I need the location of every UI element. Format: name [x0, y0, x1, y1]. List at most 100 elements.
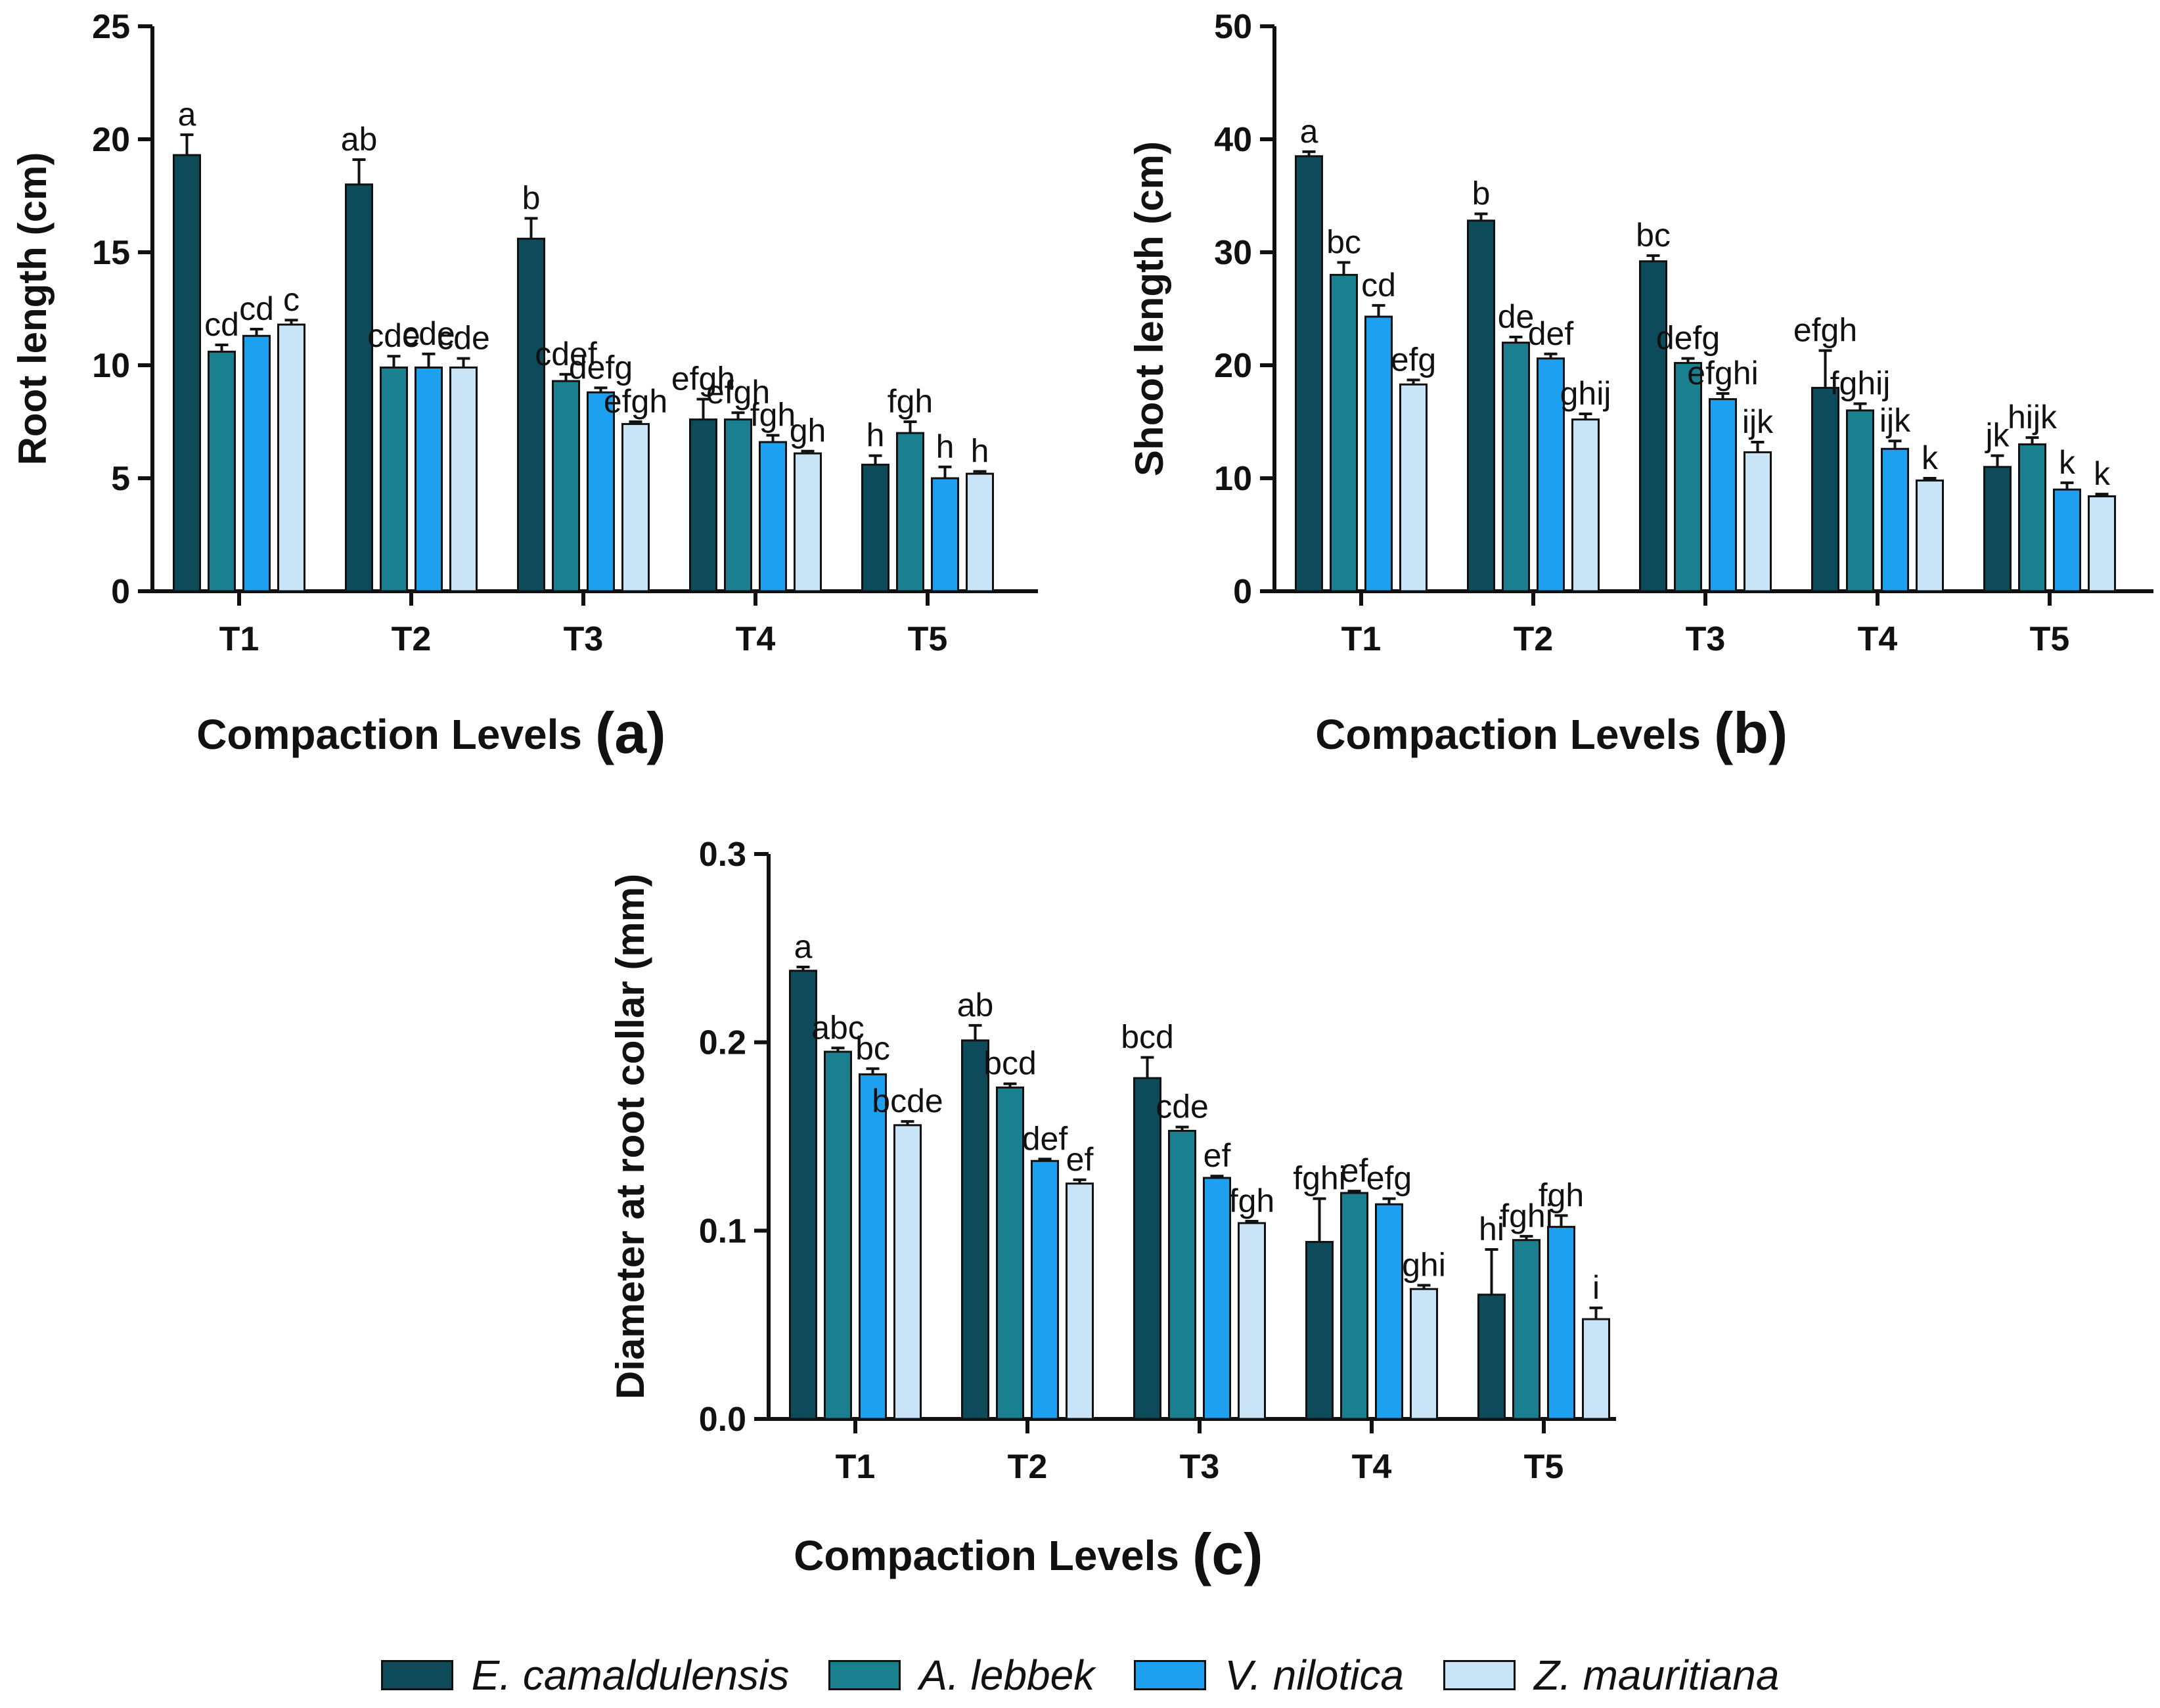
y-tick-label: 0.2: [699, 1024, 746, 1062]
bar-z-mauritiana-t2: [449, 366, 478, 593]
bar-e-camaldulensis-t4: [1811, 386, 1839, 593]
bar-e-camaldulensis-t5: [861, 463, 889, 593]
significance-letter-a-lebbek-t4: fghij: [1830, 365, 1891, 401]
bar-a-lebbek-t5: [896, 432, 924, 593]
significance-letter-e-camaldulensis-t5: hi: [1479, 1211, 1504, 1247]
significance-letter-v-nilotica-t4: ijk: [1879, 402, 1911, 439]
bar-v-nilotica-t2: [415, 366, 443, 593]
bar-a-lebbek-t4: [724, 418, 752, 593]
significance-letter-z-mauritiana-t4: gh: [790, 413, 826, 449]
bar-e-camaldulensis-t1: [173, 154, 201, 593]
bar-e-camaldulensis-t3: [517, 237, 545, 593]
legend-label-a-lebbek: A. lebbek: [919, 1652, 1095, 1699]
significance-letter-a-lebbek-t5: hijk: [2008, 399, 2058, 436]
significance-letter-z-mauritiana-t3: fgh: [1229, 1182, 1275, 1219]
significance-letter-v-nilotica-t5: fgh: [1539, 1177, 1585, 1213]
significance-letter-v-nilotica-t2: cde: [402, 315, 455, 352]
bar-v-nilotica-t4: [759, 441, 787, 593]
bar-z-mauritiana-t3: [621, 422, 650, 593]
significance-letter-z-mauritiana-t2: ghij: [1560, 375, 1611, 412]
significance-letter-v-nilotica-t3: defg: [569, 349, 633, 386]
significance-letter-v-nilotica-t1: cd: [1361, 267, 1396, 303]
bar-z-mauritiana-t5: [2088, 495, 2116, 593]
bar-z-mauritiana-t5: [966, 472, 994, 593]
bar-z-mauritiana-t5: [1582, 1318, 1610, 1420]
bar-a-lebbek-t2: [996, 1086, 1024, 1420]
significance-letter-z-mauritiana-t4: k: [1922, 439, 1939, 476]
legend-swatch-a-lebbek: [828, 1660, 901, 1690]
y-axis-label: Shoot length (cm): [1127, 141, 1171, 476]
x-tick-label-t5: T5: [1524, 1448, 1564, 1486]
significance-letter-z-mauritiana-t5: i: [1592, 1269, 1600, 1306]
y-tick-label: 0: [111, 573, 130, 611]
chart-c-svg: 0.0 0.1 0.2 0.3 Diameter at root collar (mm)…: [608, 836, 1616, 1586]
legend-label-e-camaldulensis: E. camaldulensis: [471, 1652, 790, 1699]
significance-letter-e-camaldulensis-t3: bc: [1636, 217, 1671, 254]
bar-v-nilotica-t5: [1547, 1226, 1575, 1420]
bar-z-mauritiana-t4: [794, 452, 822, 593]
y-axis-label: Root length (cm): [11, 152, 55, 466]
bar-a-lebbek-t5: [2018, 443, 2046, 593]
bar-a-lebbek-t1: [824, 1050, 852, 1420]
chart-panel-a: 0 5 10 15 20 25 Root length (cm) T1 a cd cd c T2 ab cd…: [0, 0, 1080, 775]
y-tick-label: 15: [92, 234, 130, 272]
legend: E. camaldulensis A. lebbek V. nilotica Z…: [0, 1642, 2160, 1708]
significance-letter-a-lebbek-t1: cd: [204, 306, 239, 343]
significance-letter-a-lebbek-t2: de: [1498, 298, 1535, 335]
y-tick-label: 50: [1214, 8, 1252, 46]
bar-v-nilotica-t3: [587, 391, 615, 593]
significance-letter-a-lebbek-t1: abc: [811, 1009, 865, 1046]
significance-letter-a-lebbek-t1: bc: [1326, 223, 1361, 260]
bar-a-lebbek-t3: [1168, 1129, 1196, 1420]
bar-z-mauritiana-t4: [1410, 1288, 1438, 1420]
significance-letter-e-camaldulensis-t3: bcd: [1121, 1019, 1174, 1056]
bar-e-camaldulensis-t5: [1983, 466, 2012, 593]
bar-v-nilotica-t4: [1881, 447, 1909, 593]
significance-letter-e-camaldulensis-t5: jk: [1984, 417, 2010, 454]
significance-letter-v-nilotica-t3: ef: [1204, 1137, 1231, 1174]
x-tick-label-t2: T2: [1008, 1448, 1048, 1486]
x-tick-label-t1: T1: [1341, 620, 1382, 658]
significance-letter-a-lebbek-t5: fghi: [1500, 1198, 1553, 1234]
x-axis-label: Compaction Levels: [1315, 711, 1701, 758]
legend-item-a-lebbek: A. lebbek: [828, 1651, 1094, 1699]
significance-letter-a-lebbek-t3: cde: [1156, 1089, 1209, 1125]
bar-e-camaldulensis-t3: [1133, 1077, 1161, 1420]
bar-v-nilotica-t1: [1364, 315, 1393, 593]
bar-z-mauritiana-t2: [1066, 1182, 1094, 1420]
legend-item-v-nilotica: V. nilotica: [1134, 1651, 1404, 1699]
x-tick-label-t2: T2: [1514, 620, 1554, 658]
significance-letter-e-camaldulensis-t1: a: [178, 96, 196, 133]
significance-letter-v-nilotica-t5: k: [2059, 444, 2076, 481]
bar-a-lebbek-t1: [208, 350, 236, 593]
bar-a-lebbek-t4: [1846, 409, 1874, 593]
significance-letter-e-camaldulensis-t4: fghi: [1293, 1160, 1346, 1197]
significance-letter-a-lebbek-t4: efgh: [706, 374, 770, 411]
y-tick-label: 25: [92, 8, 130, 46]
significance-letter-e-camaldulensis-t1: a: [794, 928, 813, 965]
bar-v-nilotica-t3: [1709, 398, 1737, 593]
y-tick-label: 20: [1214, 347, 1252, 385]
significance-letter-v-nilotica-t1: bc: [855, 1030, 890, 1067]
legend-item-z-mauritiana: Z. mauritiana: [1443, 1651, 1779, 1699]
bar-v-nilotica-t4: [1375, 1203, 1403, 1420]
bar-e-camaldulensis-t2: [1467, 219, 1495, 593]
significance-letter-z-mauritiana-t1: efg: [1391, 341, 1437, 378]
bar-a-lebbek-t3: [1674, 362, 1702, 593]
significance-letter-v-nilotica-t3: efghi: [1687, 355, 1758, 392]
x-tick-label-t1: T1: [219, 620, 259, 658]
bar-z-mauritiana-t3: [1744, 451, 1772, 593]
x-tick-label-t3: T3: [1180, 1448, 1220, 1486]
panel-letter-a: (a): [595, 700, 666, 765]
y-tick-label: 40: [1214, 121, 1252, 159]
bar-e-camaldulensis-t1: [1295, 155, 1323, 593]
bar-e-camaldulensis-t4: [1305, 1241, 1334, 1420]
x-tick-label-t3: T3: [1686, 620, 1726, 658]
y-tick-label: 20: [92, 121, 130, 159]
significance-letter-v-nilotica-t4: fgh: [750, 397, 796, 434]
y-tick-label: 0.0: [699, 1401, 746, 1439]
x-tick-label-t4: T4: [736, 620, 776, 658]
x-axis-label: Compaction Levels: [794, 1532, 1179, 1579]
significance-letter-v-nilotica-t1: cd: [239, 290, 274, 327]
